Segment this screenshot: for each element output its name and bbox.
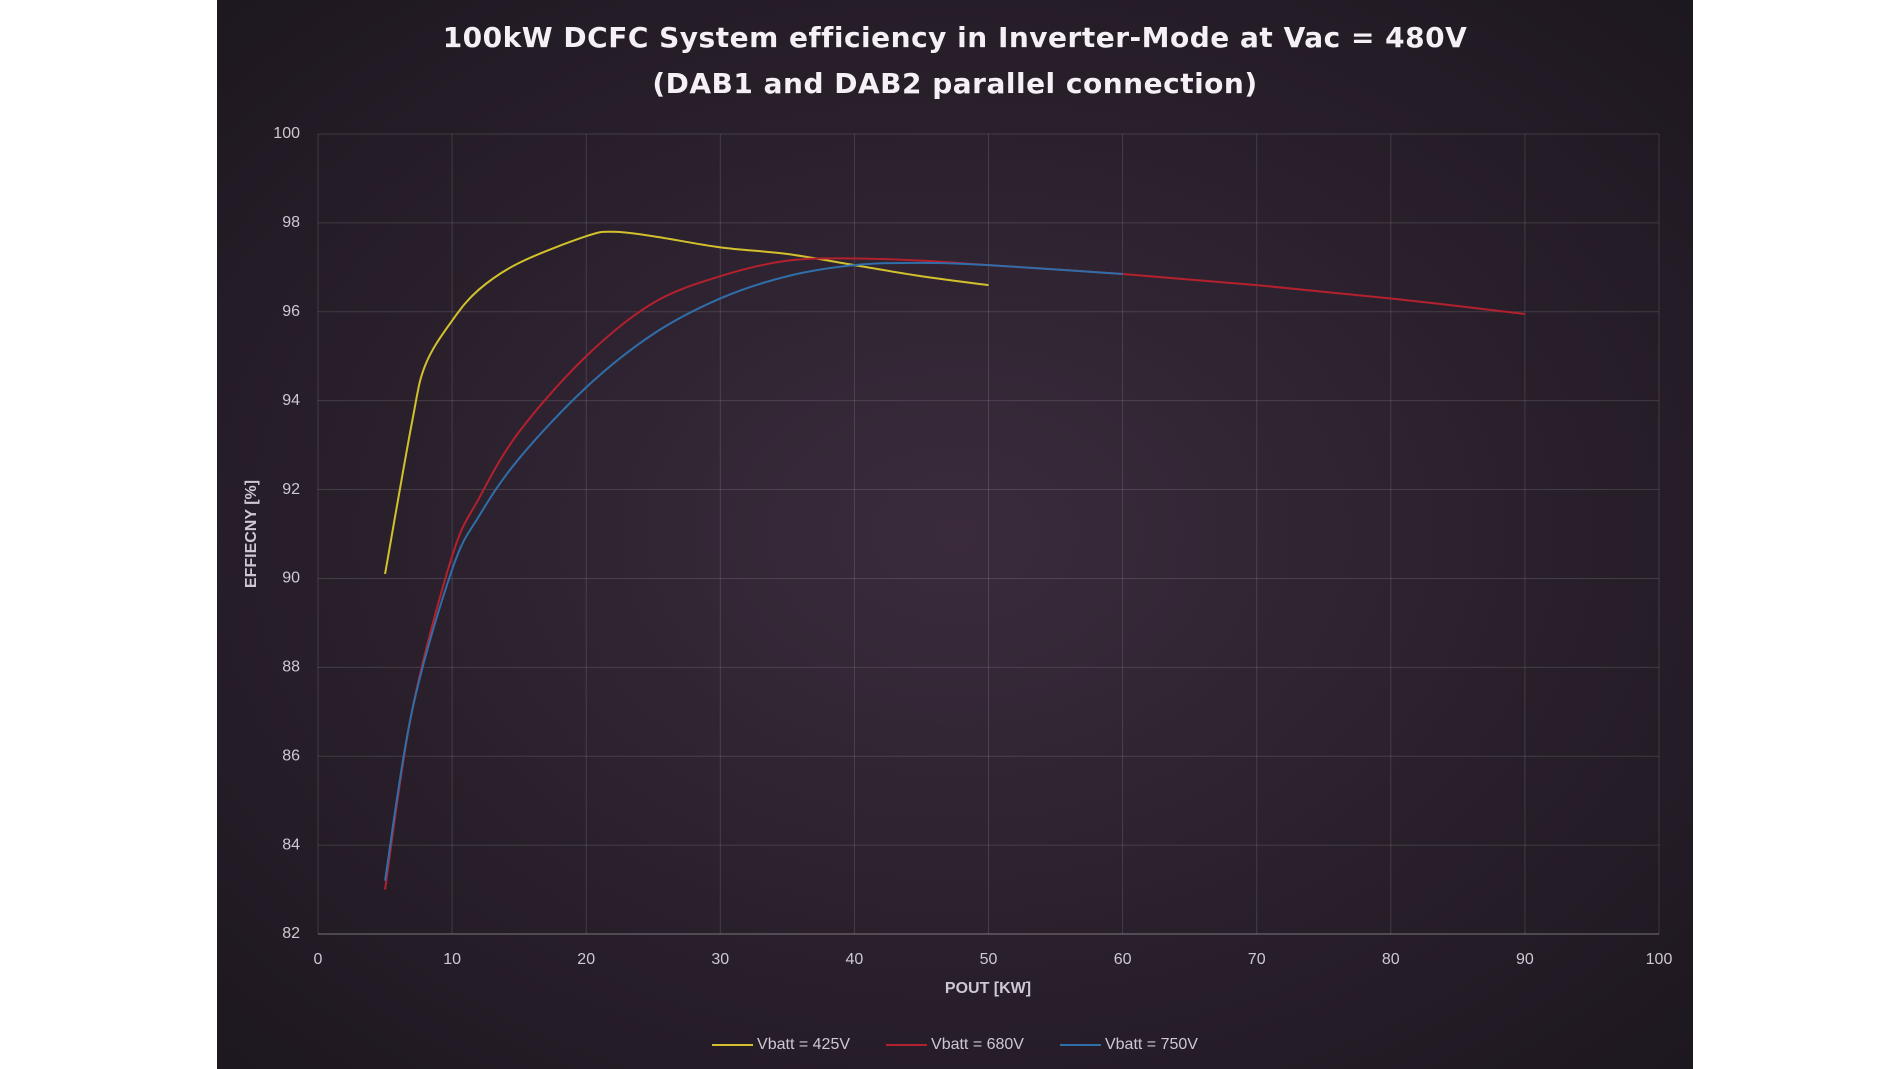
x-tick-label: 30 [711,951,729,968]
y-tick-label: 94 [282,392,300,409]
y-tick-label: 88 [282,659,300,676]
y-tick-label: 96 [282,303,300,320]
x-tick-label: 90 [1516,951,1534,968]
data-line [384,230,989,575]
legend-label: Vbatt = 425V [757,1036,850,1053]
chart-background [217,0,1693,1069]
chart-title: 100kW DCFC System efficiency in Inverter… [443,21,1468,54]
y-axis-label: EFFIECNY [%] [243,480,260,588]
y-tick-label: 86 [282,747,300,764]
x-tick-label: 10 [443,951,461,968]
x-tick-label: 50 [980,951,998,968]
y-tick-label: 84 [282,836,300,853]
y-tick-label: 98 [282,214,300,231]
x-tick-label: 0 [314,951,323,968]
x-tick-label: 40 [846,951,864,968]
x-axis-label: POUT [KW] [945,980,1031,997]
y-tick-label: 90 [282,570,300,587]
legend: Vbatt = 425V Vbatt = 680V Vbatt = 750V [712,1036,1198,1053]
y-tick-label: 100 [273,125,300,142]
x-tick-label: 70 [1248,951,1266,968]
legend-label: Vbatt = 680V [931,1036,1024,1053]
legend-label: Vbatt = 750V [1105,1036,1198,1053]
y-tick-label: 82 [282,925,300,942]
chart-subtitle: (DAB1 and DAB2 parallel connection) [652,67,1257,100]
x-tick-label: 80 [1382,951,1400,968]
x-tick-label: 20 [577,951,595,968]
x-tick-label: 100 [1646,951,1673,968]
x-tick-label: 60 [1114,951,1132,968]
data-line [384,261,1123,881]
y-tick-label: 92 [282,481,300,498]
data-line [384,257,1526,890]
